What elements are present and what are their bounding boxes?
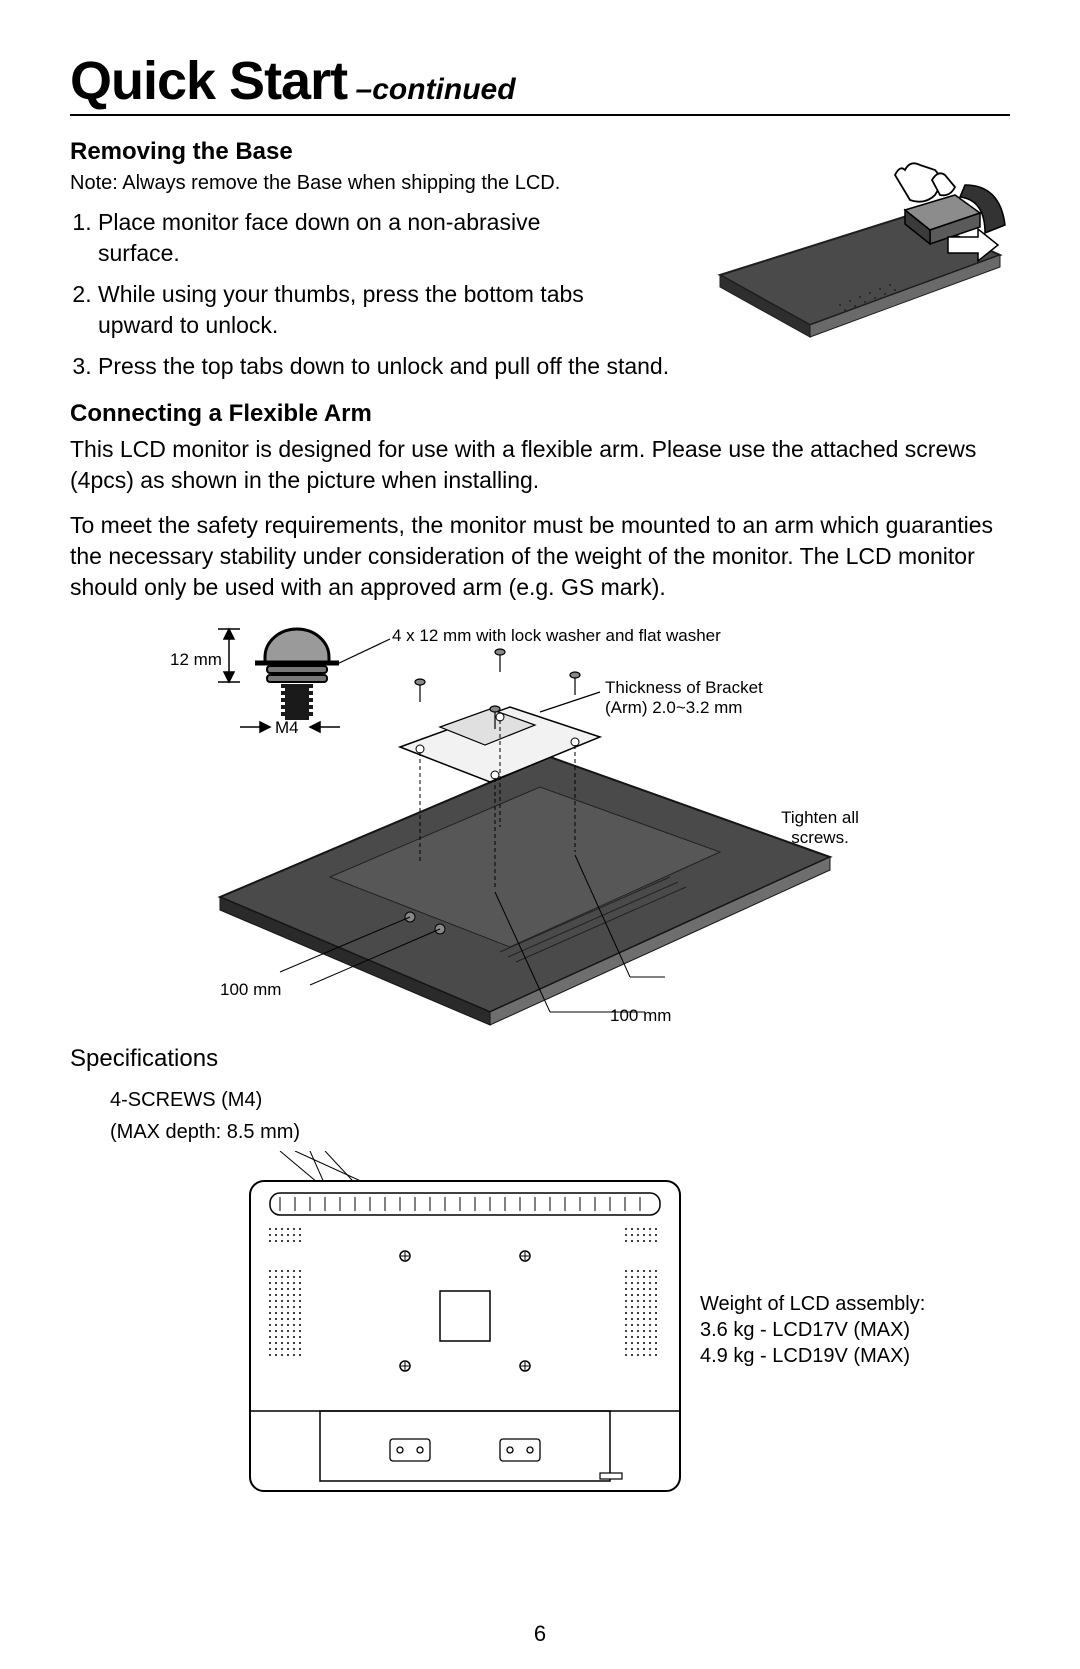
heading-specifications: Specifications — [70, 1045, 1010, 1073]
page-number: 6 — [0, 1621, 1080, 1647]
section-connecting: Connecting a Flexible Arm This LCD monit… — [70, 400, 1010, 603]
para-connecting-1: This LCD monitor is designed for use wit… — [70, 434, 1010, 496]
label-m4: M4 — [275, 717, 299, 738]
screw-icon — [255, 629, 339, 720]
step-3: Press the top tabs down to unlock and pu… — [98, 351, 958, 382]
step-1: Place monitor face down on a non-abrasiv… — [98, 207, 610, 269]
label-washer: 4 x 12 mm with lock washer and flat wash… — [392, 625, 721, 646]
figure-specifications: Weight of LCD assembly: 3.6 kg - LCD17V … — [70, 1151, 1010, 1511]
label-12mm: 12 mm — [170, 649, 222, 670]
label-4screws-2: (MAX depth: 8.5 mm) — [110, 1119, 1010, 1145]
figure-remove-base — [710, 155, 1010, 345]
figure-flexible-arm: 12 mm M4 4 x 12 mm with lock washer and … — [70, 617, 1010, 1027]
page-title-continued: –continued — [356, 73, 516, 106]
label-weight-2: 3.6 kg - LCD17V (MAX) — [700, 1317, 910, 1343]
label-bracket-2: (Arm) 2.0~3.2 mm — [605, 697, 742, 718]
heading-connecting: Connecting a Flexible Arm — [70, 400, 1010, 428]
label-bracket-1: Thickness of Bracket — [605, 677, 763, 698]
label-weight-3: 4.9 kg - LCD19V (MAX) — [700, 1343, 910, 1369]
label-tighten-1: Tighten all — [770, 807, 870, 828]
page-title-row: Quick Start –continued — [70, 50, 1010, 116]
label-4screws-1: 4-SCREWS (M4) — [110, 1087, 1010, 1113]
label-tighten-2: screws. — [770, 827, 870, 848]
label-100mm-h: 100 mm — [220, 979, 281, 1000]
label-weight-1: Weight of LCD assembly: — [700, 1291, 925, 1317]
page-title: Quick Start — [70, 51, 347, 111]
steps-removing: Place monitor face down on a non-abrasiv… — [98, 207, 610, 382]
step-2: While using your thumbs, press the botto… — [98, 279, 610, 341]
label-100mm-v: 100 mm — [610, 1005, 671, 1026]
para-connecting-2: To meet the safety requirements, the mon… — [70, 510, 1010, 603]
